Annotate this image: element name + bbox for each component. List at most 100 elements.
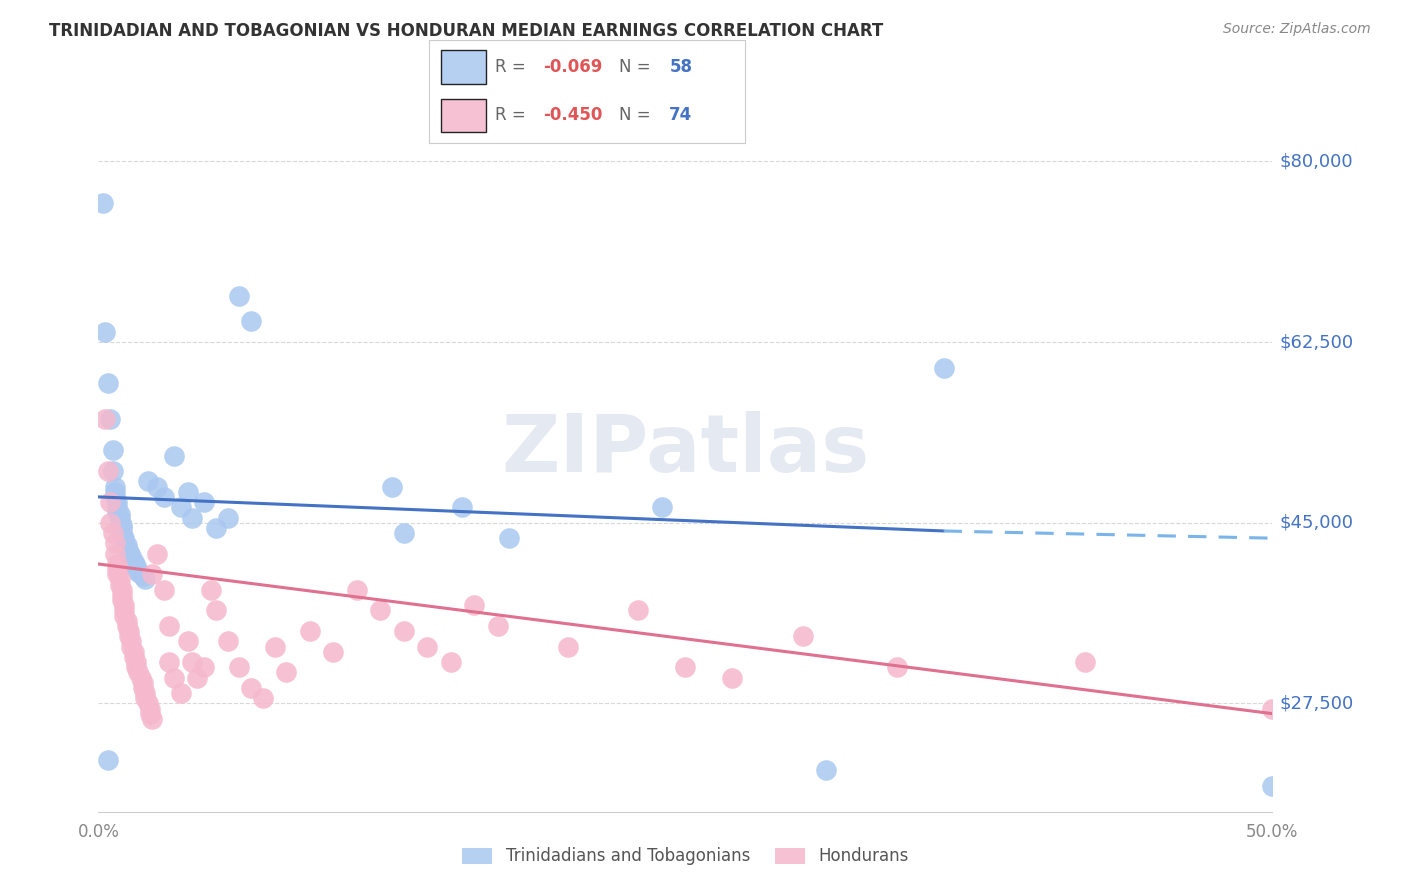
Point — [104, 480, 127, 494]
Point — [392, 624, 415, 639]
Point — [108, 516, 131, 530]
Point — [120, 551, 142, 566]
Point — [439, 655, 461, 669]
Text: -0.450: -0.450 — [543, 106, 602, 124]
Point — [112, 599, 135, 613]
Point — [115, 538, 138, 552]
Point — [176, 484, 198, 499]
Point — [115, 614, 138, 628]
Text: 58: 58 — [669, 58, 692, 76]
Point — [886, 660, 908, 674]
Point — [298, 624, 321, 639]
Point — [162, 449, 184, 463]
Point — [186, 671, 208, 685]
Point — [240, 681, 263, 695]
Point — [91, 195, 114, 210]
Point — [205, 521, 228, 535]
Point — [792, 629, 814, 643]
Point — [125, 559, 148, 574]
Point — [169, 686, 191, 700]
Point — [139, 701, 162, 715]
Point — [94, 412, 117, 426]
Text: $62,500: $62,500 — [1279, 333, 1354, 351]
Point — [451, 500, 474, 515]
Point — [129, 567, 152, 582]
Point — [112, 531, 135, 545]
Point — [557, 640, 579, 654]
Point — [105, 505, 128, 519]
Point — [111, 588, 134, 602]
Point — [120, 640, 142, 654]
Point — [141, 712, 163, 726]
Point — [94, 325, 117, 339]
Point — [105, 567, 128, 582]
Point — [118, 629, 141, 643]
Point — [105, 495, 128, 509]
Point — [112, 603, 135, 617]
Text: ZIPatlas: ZIPatlas — [502, 411, 869, 490]
Point — [139, 706, 162, 721]
Point — [105, 562, 128, 576]
Point — [162, 671, 184, 685]
Point — [115, 619, 138, 633]
Text: N =: N = — [619, 58, 650, 76]
Point — [111, 521, 134, 535]
Point — [97, 753, 120, 767]
Text: $45,000: $45,000 — [1279, 514, 1354, 532]
Point — [169, 500, 191, 515]
Point — [146, 480, 169, 494]
Legend: Trinidadians and Tobagonians, Hondurans: Trinidadians and Tobagonians, Hondurans — [456, 840, 915, 872]
Point — [134, 691, 156, 706]
Point — [932, 360, 955, 375]
Text: $27,500: $27,500 — [1279, 694, 1354, 713]
Point — [498, 531, 520, 545]
Point — [181, 510, 204, 524]
Point — [118, 544, 141, 558]
Text: R =: R = — [495, 58, 526, 76]
Point — [97, 376, 120, 391]
Point — [125, 655, 148, 669]
Point — [104, 547, 127, 561]
FancyBboxPatch shape — [441, 50, 486, 84]
Point — [118, 624, 141, 639]
Point — [104, 536, 127, 550]
Point — [108, 510, 131, 524]
Point — [675, 660, 697, 674]
Point — [651, 500, 673, 515]
Point — [157, 655, 180, 669]
Text: R =: R = — [495, 106, 526, 124]
Point — [122, 649, 145, 664]
Point — [346, 582, 368, 597]
Point — [276, 665, 298, 680]
FancyBboxPatch shape — [441, 99, 486, 132]
Point — [136, 475, 159, 489]
Text: N =: N = — [619, 106, 650, 124]
Point — [181, 655, 204, 669]
Point — [153, 490, 176, 504]
Point — [127, 566, 149, 580]
Text: $80,000: $80,000 — [1279, 153, 1353, 170]
Point — [1073, 655, 1095, 669]
Point — [98, 495, 121, 509]
Point — [115, 541, 138, 556]
Point — [132, 675, 155, 690]
Point — [120, 549, 142, 563]
Point — [815, 764, 838, 778]
Point — [118, 547, 141, 561]
Point — [193, 660, 215, 674]
Point — [263, 640, 285, 654]
Point — [141, 567, 163, 582]
Point — [122, 555, 145, 569]
Point — [134, 573, 156, 587]
Point — [368, 603, 391, 617]
Point — [111, 526, 134, 541]
Point — [112, 608, 135, 623]
Point — [134, 686, 156, 700]
Point — [101, 526, 124, 541]
Point — [127, 665, 149, 680]
Point — [112, 534, 135, 549]
Point — [627, 603, 650, 617]
Point — [97, 464, 120, 478]
Point — [228, 288, 250, 302]
Point — [125, 660, 148, 674]
